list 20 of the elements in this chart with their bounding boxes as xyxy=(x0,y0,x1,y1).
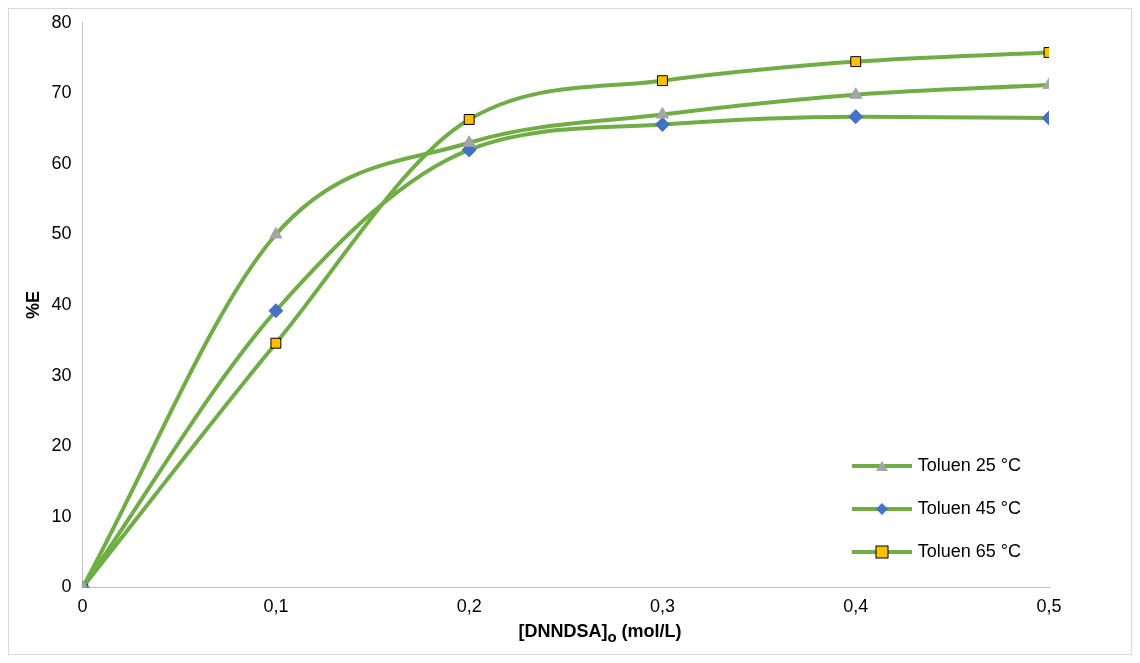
y-tick-label: 40 xyxy=(51,294,72,315)
x-tick-label: 0,1 xyxy=(263,596,289,617)
x-tick-label: 0,2 xyxy=(456,596,482,617)
legend-label: Toluen 45 °C xyxy=(917,498,1021,519)
y-tick-label: 80 xyxy=(51,11,72,32)
legend-label: Toluen 25 °C xyxy=(917,455,1021,476)
y-tick-label: 60 xyxy=(51,152,72,173)
y-tick-label: 30 xyxy=(51,364,72,385)
y-tick-label: 50 xyxy=(51,223,72,244)
y-tick-label: 10 xyxy=(51,505,72,526)
x-tick-label: 0,4 xyxy=(843,596,869,617)
x-tick-label: 0,3 xyxy=(649,596,675,617)
y-tick-label: 0 xyxy=(61,576,72,597)
y-tick-label: 20 xyxy=(51,435,72,456)
y-tick-label: 70 xyxy=(51,82,72,103)
x-axis-title: [DNNDSA]$_{o}$ (mol/L) xyxy=(517,621,683,645)
legend-label: Toluen 65 °C xyxy=(917,541,1021,562)
x-tick-label: 0 xyxy=(77,596,88,617)
y-axis-title: %E xyxy=(22,291,43,320)
x-tick-label: 0,5 xyxy=(1036,596,1062,617)
